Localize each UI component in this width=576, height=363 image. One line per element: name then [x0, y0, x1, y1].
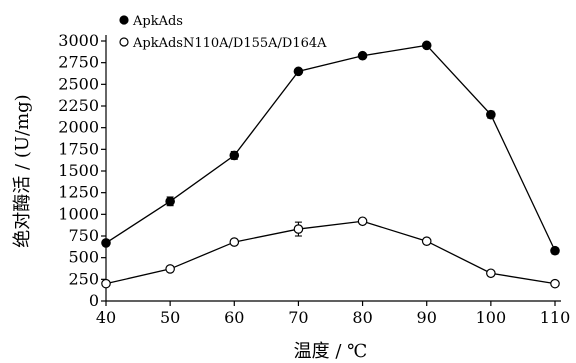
series-2 [101, 216, 560, 289]
x-tick-label: 70 [288, 308, 308, 327]
data-point [165, 264, 175, 274]
x-tick-label: 100 [476, 308, 507, 327]
y-tick-label: 750 [68, 226, 99, 245]
y-tick-label: 2250 [58, 96, 99, 115]
y-tick-label: 2000 [58, 118, 99, 137]
data-point [486, 268, 496, 279]
data-point [101, 278, 111, 289]
data-point [229, 150, 240, 161]
y-axis-title: 绝对酶活 / (U/mg) [12, 94, 33, 247]
x-tick-label: 40 [96, 308, 116, 327]
legend: ApkAds ApkAdsN110A/D155A/D164A [119, 14, 327, 51]
data-point [421, 236, 432, 246]
y-tick-label: 3000 [58, 31, 99, 50]
x-tick-label: 60 [224, 308, 244, 327]
x-tick-label: 110 [540, 308, 571, 327]
y-ticks: 0 250 500 750 1000 1250 1500 1750 2000 2250 2500 27… [58, 31, 106, 310]
data-point [357, 50, 368, 61]
axes [105, 35, 561, 302]
data-point [357, 216, 368, 227]
y-tick-label: 500 [68, 248, 99, 267]
y-tick-label: 1250 [58, 183, 99, 202]
y-tick-label: 250 [68, 269, 99, 288]
legend-label: ApkAdsN110A/D155A/D164A [132, 36, 327, 51]
data-point [550, 245, 560, 256]
x-axis-title: 温度 / ℃ [294, 341, 368, 362]
data-point [550, 278, 560, 289]
y-tick-label: 1000 [58, 204, 99, 223]
y-tick-label: 2500 [58, 74, 99, 93]
data-point [165, 196, 175, 207]
y-tick-label: 1500 [58, 161, 99, 180]
data-point [293, 66, 304, 77]
series-layer [101, 40, 560, 289]
series-line [105, 44, 556, 252]
x-tick-label: 50 [160, 308, 180, 327]
x-tick-label: 90 [417, 308, 437, 327]
data-point [101, 238, 111, 248]
y-tick-label: 0 [89, 291, 99, 310]
series-line [105, 220, 556, 285]
data-point [229, 237, 240, 247]
x-ticks: 40 50 60 70 80 90 100 110 [96, 301, 570, 327]
series-1 [101, 40, 560, 256]
legend-marker [119, 15, 129, 25]
y-tick-label: 1750 [58, 139, 99, 158]
x-tick-label: 80 [352, 308, 372, 327]
data-point [293, 224, 304, 234]
y-tick-label: 2750 [58, 53, 99, 72]
data-point [421, 40, 432, 51]
legend-label: ApkAds [132, 14, 183, 29]
legend-marker [119, 37, 129, 47]
data-point [486, 109, 496, 120]
